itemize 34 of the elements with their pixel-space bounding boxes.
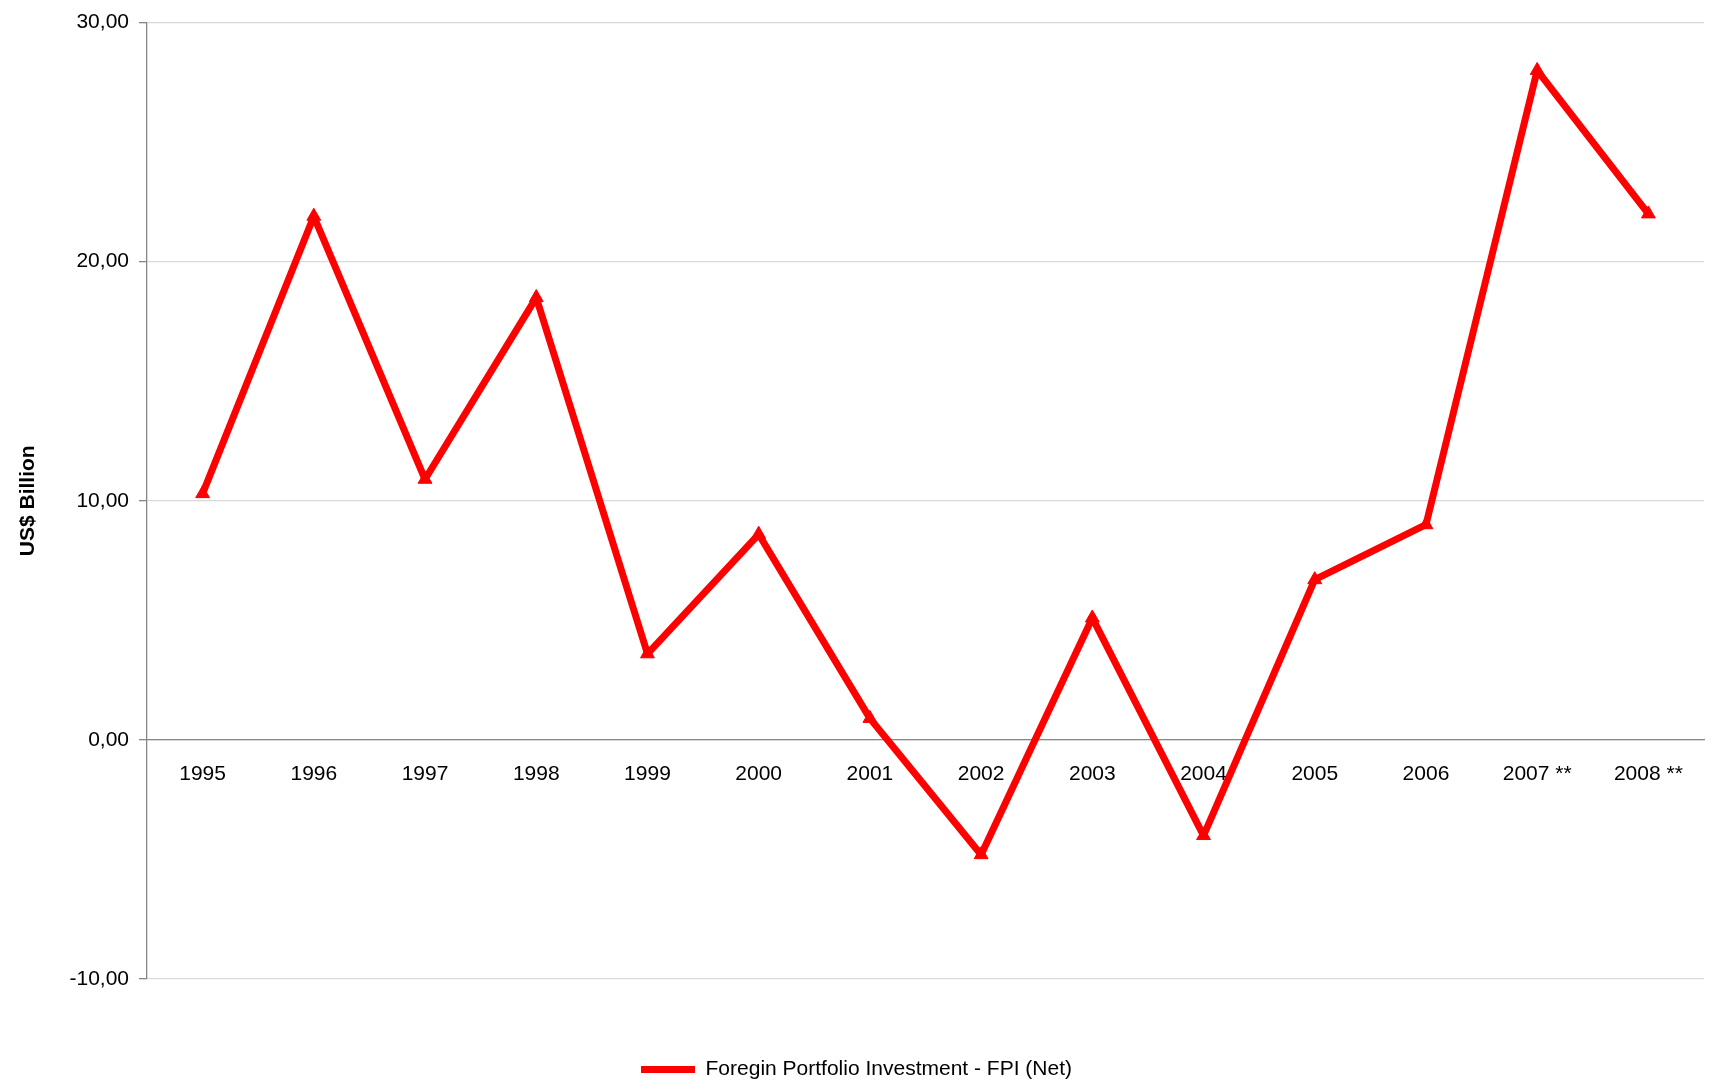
x-tick-label: 2001: [846, 761, 894, 785]
x-tick-label: 1996: [290, 761, 338, 785]
point: [195, 485, 211, 499]
x-tick-label: 2002: [957, 761, 1005, 785]
y-tick-label: 30,00: [76, 9, 129, 33]
point: [1640, 205, 1656, 219]
legend-label: Foregin Portfolio Investment - FPI (Net): [705, 1056, 1072, 1080]
point: [528, 289, 544, 303]
x-tick-label: 2000: [735, 761, 783, 785]
x-tick-label: 1997: [401, 761, 449, 785]
x-tick-label: 2003: [1068, 761, 1116, 785]
point: [1529, 61, 1545, 75]
x-tick-label: 2006: [1402, 761, 1450, 785]
x-tick-label: 2007 **: [1502, 761, 1572, 785]
point: [862, 709, 878, 723]
x-tick-label: 1998: [512, 761, 560, 785]
y-tick-label: 0,00: [88, 726, 129, 750]
point: [640, 645, 655, 659]
x-tick-label: 1995: [179, 761, 226, 785]
point: [751, 525, 767, 539]
point: [306, 207, 322, 221]
point: [417, 470, 433, 484]
x-tick-label: 2008 **: [1613, 761, 1683, 785]
x-tick-label: 1999: [624, 761, 671, 785]
y-tick-label: 10,00: [76, 487, 129, 511]
point: [1196, 827, 1211, 841]
x-tick-label: 2005: [1291, 761, 1339, 785]
y-tick-label: -10,00: [69, 965, 129, 989]
x-tick-label: 2004: [1180, 761, 1228, 785]
point: [1084, 609, 1100, 623]
y-tick-label: 20,00: [76, 248, 129, 272]
point: [973, 846, 989, 860]
point: [1307, 571, 1323, 585]
y-axis-title: US$ Billion: [15, 445, 39, 557]
